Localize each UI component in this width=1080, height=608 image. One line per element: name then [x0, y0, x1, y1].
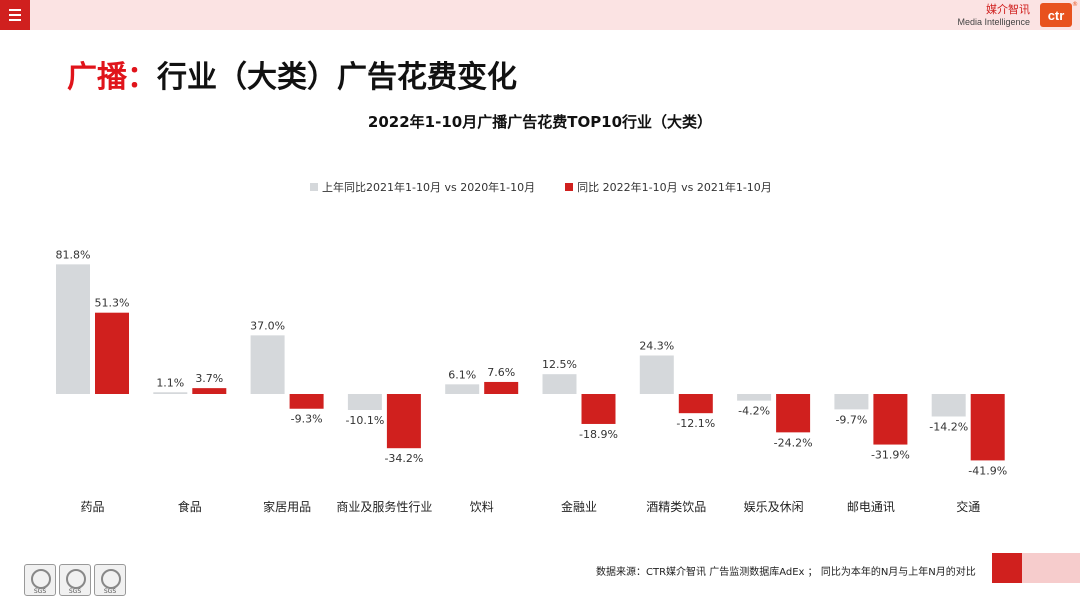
page-title-rest: 行业（大类）广告花费变化 — [157, 60, 517, 95]
category-label: 饮料 — [470, 500, 494, 514]
page-title: 广播：行业（大类）广告花费变化 — [67, 52, 517, 96]
bar-data-label: -9.3% — [291, 413, 323, 426]
bar-prev-year — [445, 384, 480, 394]
legend-item-this-year: 同比 2022年1-10月 vs 2021年1-10月 — [565, 179, 772, 195]
category-label: 食品 — [178, 499, 202, 514]
menu-icon-line — [9, 9, 21, 11]
bar-data-label: -34.2% — [384, 452, 423, 465]
footer-red-block — [992, 553, 1022, 583]
bar-data-label: -24.2% — [774, 436, 813, 449]
bar-data-label: -41.9% — [968, 464, 1007, 477]
bar-data-label: 7.6% — [487, 366, 515, 379]
bar-data-label: 6.1% — [448, 368, 476, 381]
data-source-note: 数据来源：CTR媒介智讯 广告监测数据库AdEx ； 同比为本年的N月与上年N月… — [596, 567, 976, 578]
category-label: 金融业 — [561, 499, 597, 514]
ctr-logo: ctr — [1040, 3, 1072, 27]
bar-data-label: 37.0% — [250, 319, 285, 332]
bar-prev-year — [542, 374, 577, 394]
certification-badges: SGS SGS SGS — [24, 564, 126, 596]
bar-data-label: -10.1% — [345, 414, 384, 427]
bar-this-year — [970, 394, 1005, 461]
bar-this-year — [386, 394, 421, 449]
category-label: 商业及服务性行业 — [336, 499, 432, 514]
bar-data-label: 1.1% — [156, 376, 184, 389]
bar-prev-year — [153, 392, 188, 394]
legend-label-this-year: 同比 2022年1-10月 vs 2021年1-10月 — [577, 181, 772, 194]
bar-data-label: -12.1% — [676, 417, 715, 430]
footer-pink-block — [1022, 553, 1080, 583]
bar-this-year — [484, 381, 519, 394]
legend-label-prev-year: 上年同比2021年1-10月 vs 2020年1-10月 — [322, 181, 536, 194]
category-label: 交通 — [956, 499, 980, 514]
category-label: 药品 — [80, 500, 104, 514]
bar-prev-year — [834, 394, 869, 410]
legend-swatch-grey — [310, 183, 318, 191]
bar-data-label: -4.2% — [738, 405, 770, 418]
bar-prev-year — [250, 335, 285, 394]
bar-data-label: -9.7% — [835, 413, 867, 426]
bar-this-year — [776, 394, 811, 433]
registered-mark: ® — [1072, 1, 1078, 8]
bar-this-year — [581, 394, 616, 424]
chart-legend: 上年同比2021年1-10月 vs 2020年1-10月 同比 2022年1-1… — [310, 179, 772, 195]
bar-prev-year — [737, 394, 772, 401]
brand: 媒介智讯 Media Intelligence — [957, 4, 1030, 28]
page-title-highlight: 广播： — [67, 60, 157, 95]
bar-data-label: 3.7% — [195, 372, 223, 385]
menu-button[interactable] — [0, 0, 30, 30]
sgs-badge: SGS — [94, 564, 126, 596]
bar-data-label: -31.9% — [871, 449, 910, 462]
bar-prev-year — [639, 355, 674, 394]
menu-icon-line — [9, 14, 21, 16]
bar-prev-year — [931, 394, 966, 417]
brand-cn: 媒介智讯 — [986, 3, 1030, 16]
bar-this-year — [95, 312, 129, 394]
bar-data-label: 81.8% — [56, 248, 91, 261]
category-label: 家居用品 — [263, 499, 311, 514]
legend-item-prev-year: 上年同比2021年1-10月 vs 2020年1-10月 — [310, 179, 535, 195]
sgs-badge: SGS — [24, 564, 56, 596]
top-bar — [0, 0, 1080, 30]
sgs-badge: SGS — [59, 564, 91, 596]
bar-prev-year — [347, 394, 382, 411]
bar-this-year — [873, 394, 908, 445]
bar-data-label: -18.9% — [579, 428, 618, 441]
menu-icon-line — [9, 19, 21, 21]
category-label: 娱乐及休闲 — [744, 500, 804, 514]
bar-this-year — [192, 388, 227, 394]
bar-data-label: 24.3% — [639, 339, 674, 352]
bar-data-label: 51.3% — [95, 297, 130, 310]
bar-prev-year — [56, 264, 90, 394]
legend-swatch-red — [565, 183, 574, 191]
category-label: 酒精类饮品 — [646, 500, 706, 514]
bar-data-label: -14.2% — [929, 421, 968, 434]
category-label: 邮电通讯 — [847, 500, 895, 514]
bar-this-year — [289, 394, 324, 409]
chart-title: 2022年1-10月广播广告花费TOP10行业（大类） — [367, 113, 713, 131]
bar-this-year — [678, 394, 713, 414]
brand-en: Media Intelligence — [957, 17, 1030, 27]
bar-data-label: 12.5% — [542, 358, 577, 371]
